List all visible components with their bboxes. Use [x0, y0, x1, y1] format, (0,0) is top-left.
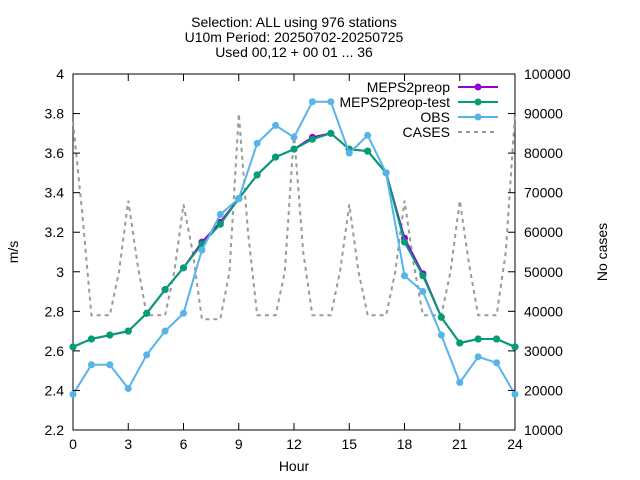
title-line-3: Used 00,12 + 00 01 ... 36: [215, 44, 373, 60]
y2-tick-label: 30000: [524, 343, 563, 359]
data-point-meps2preop-test: [253, 171, 261, 179]
chart-title: Selection: ALL using 976 stations U10m P…: [185, 14, 404, 60]
legend-marker-meps2preop: [474, 83, 482, 91]
y-tick-label: 2.8: [45, 303, 65, 319]
y-tick-label: 3.4: [45, 185, 65, 201]
data-point-meps2preop-test: [327, 129, 335, 137]
x-tick-label: 15: [341, 436, 357, 452]
x-tick-label: 3: [124, 436, 132, 452]
y2-tick-label: 70000: [524, 185, 563, 201]
legend-label-meps2preop: MEPS2preop: [367, 79, 450, 95]
data-point-obs: [456, 379, 464, 387]
data-point-obs: [253, 139, 261, 147]
data-point-obs: [308, 98, 316, 106]
data-point-meps2preop-test: [456, 339, 464, 347]
data-point-meps2preop-test: [419, 272, 427, 280]
data-point-meps2preop-test: [511, 343, 519, 351]
data-point-obs: [382, 169, 390, 177]
y2-tick-label: 90000: [524, 106, 563, 122]
data-point-meps2preop-test: [69, 343, 77, 351]
data-point-obs: [511, 390, 519, 398]
series-line-obs: [72, 100, 516, 395]
title-line-1: Selection: ALL using 976 stations: [191, 14, 397, 30]
series-layer: [69, 98, 519, 398]
data-point-meps2preop-test: [437, 313, 445, 321]
cases-layer: [72, 113, 516, 321]
data-point-meps2preop-test: [216, 220, 224, 228]
data-point-obs: [106, 361, 114, 369]
data-point-obs: [493, 359, 501, 367]
y2-axis-title: No cases: [594, 223, 610, 281]
data-point-obs: [69, 390, 77, 398]
y-tick-label: 4: [56, 66, 64, 82]
x-tick-label: 6: [180, 436, 188, 452]
y-tick-label: 2.4: [45, 382, 65, 398]
data-point-meps2preop-test: [364, 147, 372, 155]
data-point-obs: [437, 331, 445, 339]
data-point-meps2preop-test: [180, 264, 187, 272]
data-point-obs: [364, 131, 372, 139]
y-tick-label: 2.2: [45, 422, 65, 438]
y2-tick-label: 10000: [524, 422, 563, 438]
y2-tick-label: 80000: [524, 145, 563, 161]
data-point-meps2preop-test: [161, 286, 169, 294]
data-point-meps2preop-test: [272, 153, 280, 161]
x-tick-label: 0: [69, 436, 77, 452]
data-point-obs: [474, 353, 482, 361]
data-point-meps2preop-test: [290, 145, 298, 153]
data-point-obs: [216, 210, 224, 218]
data-point-meps2preop-test: [474, 335, 482, 343]
y-axis-title: m/s: [5, 241, 21, 264]
data-point-obs: [124, 384, 132, 392]
data-point-obs: [419, 288, 427, 296]
data-point-obs: [161, 327, 169, 335]
y-tick-label: 3.2: [45, 224, 65, 240]
legend-label-meps2preop-test: MEPS2preop-test: [340, 94, 451, 110]
title-line-2: U10m Period: 20250702-20250725: [185, 29, 404, 45]
series-line-cases: [72, 113, 516, 321]
data-point-meps2preop-test: [124, 327, 132, 335]
data-point-obs: [290, 133, 298, 141]
data-point-obs: [87, 361, 95, 369]
x-tick-label: 9: [235, 436, 243, 452]
y2-tick-label: 40000: [524, 303, 563, 319]
x-axis-title: Hour: [279, 458, 310, 474]
y-tick-label: 3: [56, 264, 64, 280]
data-point-meps2preop-test: [493, 335, 501, 343]
x-tick-label: 12: [286, 436, 302, 452]
legend-marker-obs: [474, 113, 482, 121]
data-point-obs: [327, 98, 335, 106]
x-tick-label: 21: [452, 436, 468, 452]
data-point-obs: [272, 121, 280, 129]
data-point-obs: [143, 351, 151, 359]
data-point-meps2preop-test: [401, 238, 408, 246]
y-tick-label: 3.6: [45, 145, 65, 161]
series-line-meps2preop: [72, 132, 516, 348]
y-tick-label: 2.6: [45, 343, 65, 359]
data-point-meps2preop-test: [87, 335, 95, 343]
data-point-obs: [401, 272, 408, 280]
y-tick-label: 3.8: [45, 106, 65, 122]
axes-layer: 0 3 6 9 12 15 18 21 24 2.2 2.4 2.6 2.8 3 3.2 3.4 3.6 3.8 4…: [45, 66, 571, 452]
y2-tick-label: 50000: [524, 264, 563, 280]
legend-label-cases: CASES: [403, 124, 450, 140]
data-point-obs: [345, 149, 353, 157]
y2-tick-label: 20000: [524, 382, 563, 398]
data-point-obs: [235, 195, 243, 203]
series-line-meps2preop-test: [72, 132, 516, 348]
data-point-obs: [180, 309, 187, 317]
data-point-meps2preop-test: [143, 309, 151, 317]
y2-tick-label: 100000: [524, 66, 571, 82]
data-point-meps2preop-test: [106, 331, 114, 339]
y2-tick-label: 60000: [524, 224, 563, 240]
data-point-meps2preop-test: [308, 135, 316, 143]
legend-marker-meps2preop-test: [474, 98, 482, 106]
legend-label-obs: OBS: [420, 109, 450, 125]
data-point-obs: [198, 246, 206, 254]
x-tick-label: 18: [397, 436, 413, 452]
x-tick-label: 24: [507, 436, 523, 452]
